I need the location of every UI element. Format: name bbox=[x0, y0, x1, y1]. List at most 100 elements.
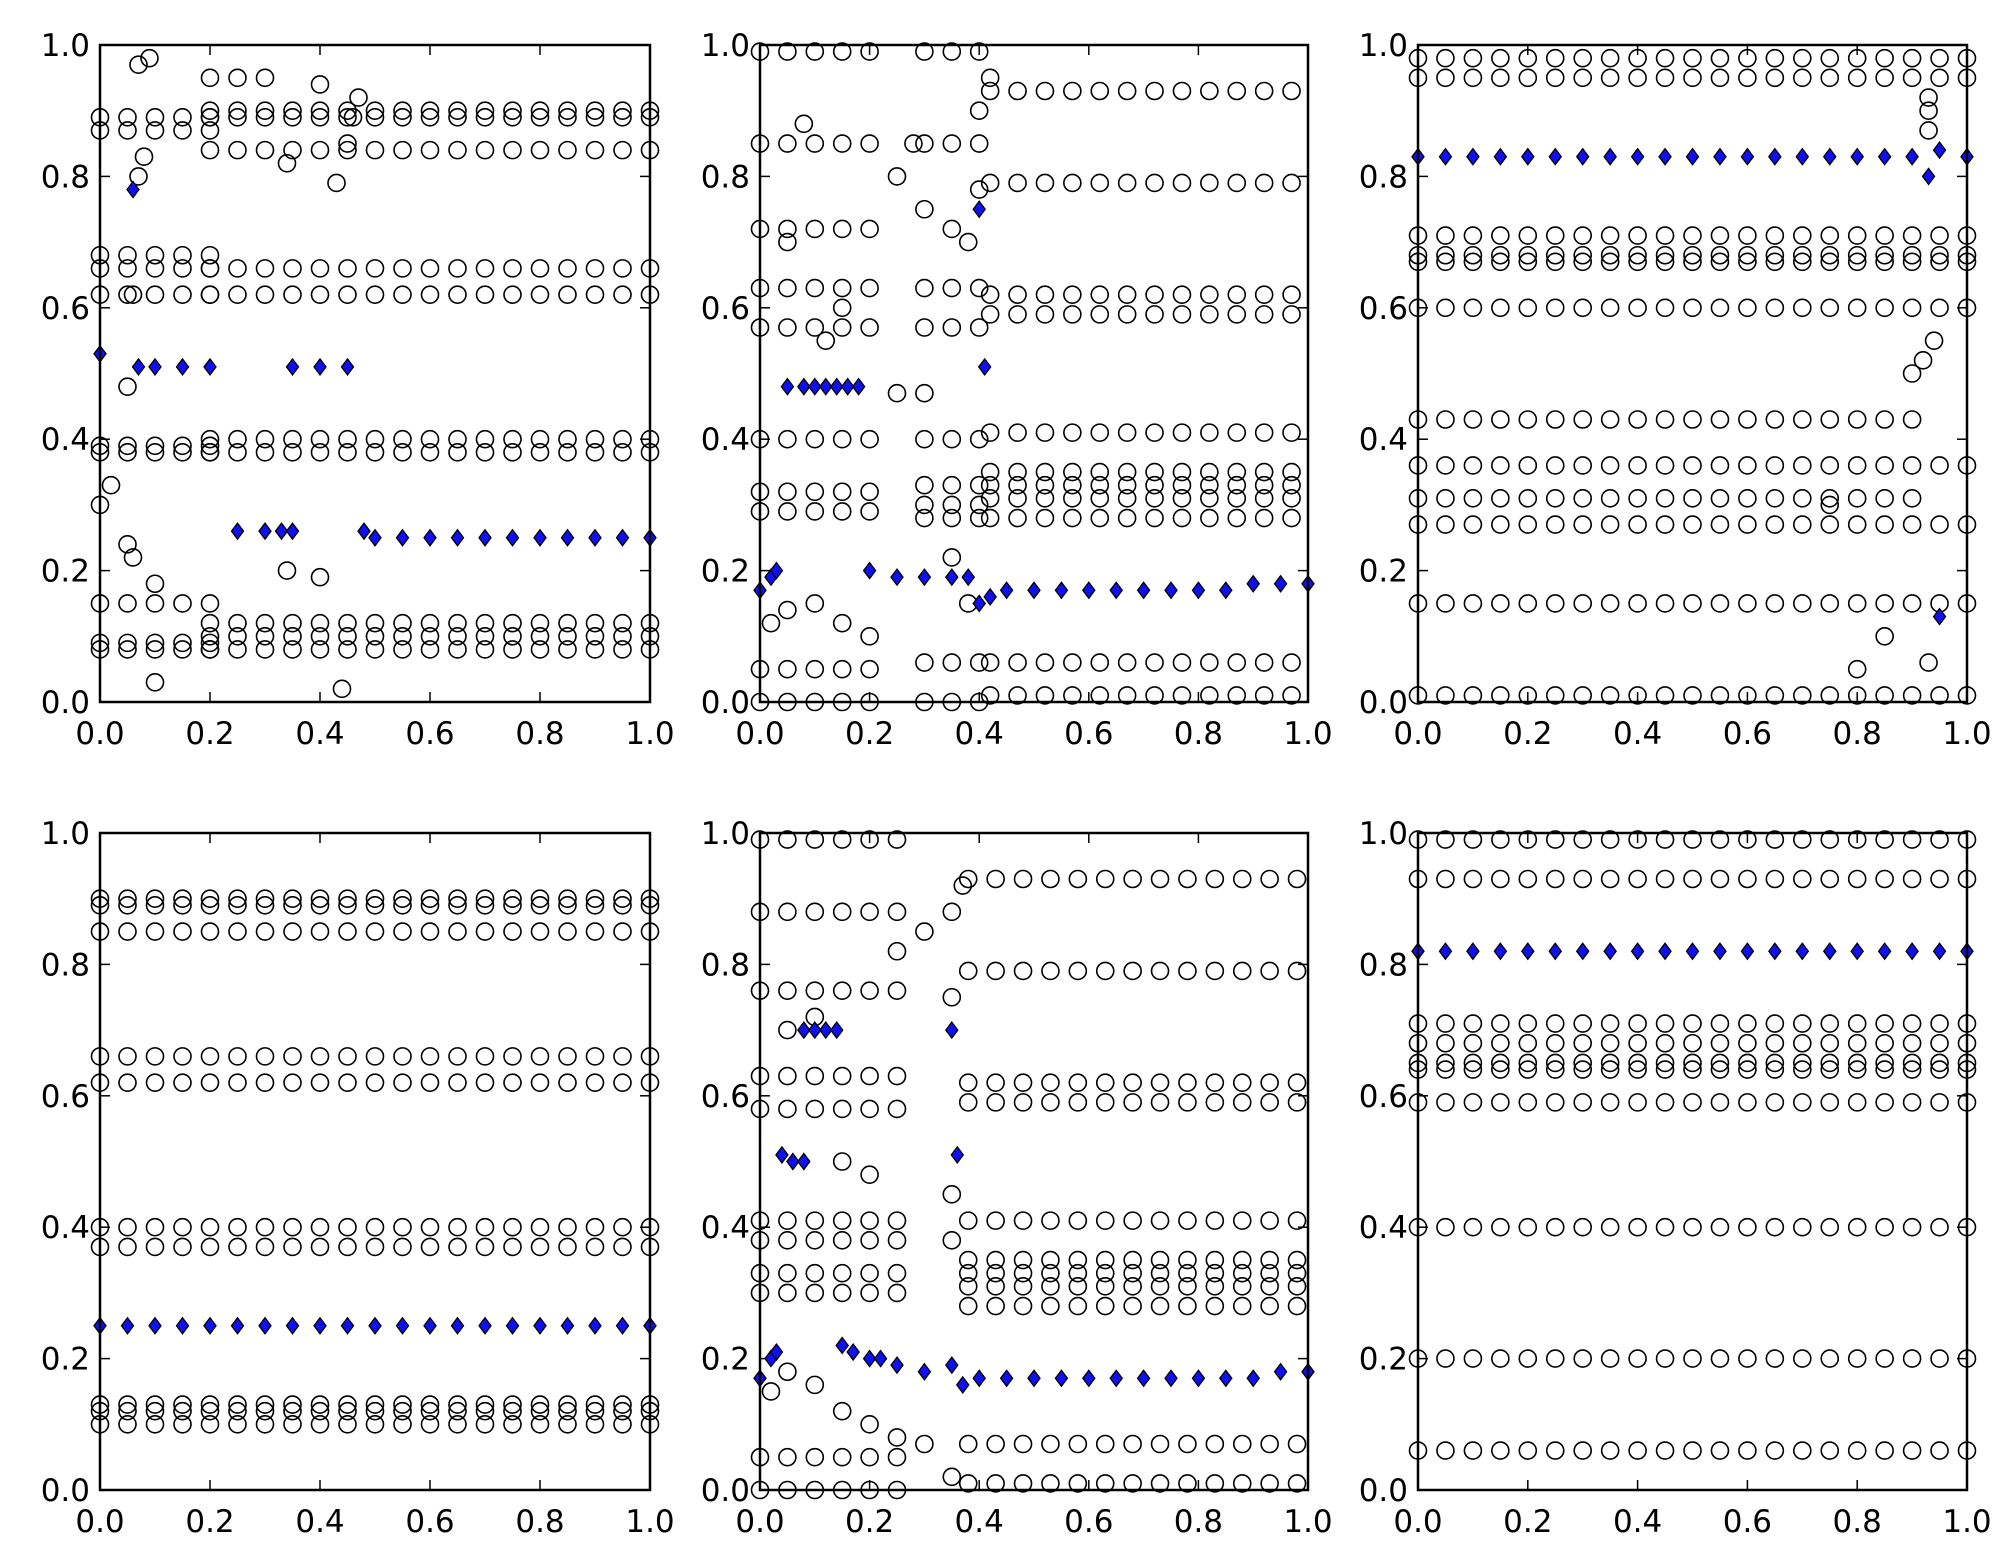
data-point-circle bbox=[393, 1047, 412, 1066]
y-tick-label: 0.4 bbox=[41, 1210, 90, 1246]
data-point-circle bbox=[1919, 653, 1938, 672]
data-point-circle bbox=[1930, 1014, 1949, 1033]
data-point-circle bbox=[1930, 515, 1949, 534]
data-point-circle bbox=[448, 889, 467, 909]
data-point-diamond bbox=[1246, 1369, 1261, 1388]
data-point-circle bbox=[778, 232, 797, 252]
data-point-circle bbox=[1200, 475, 1219, 495]
data-point-circle bbox=[173, 1047, 192, 1066]
data-point-circle bbox=[1902, 1060, 1922, 1079]
data-point-circle bbox=[1090, 686, 1110, 705]
data-point-circle bbox=[365, 429, 385, 449]
data-point-circle bbox=[1847, 245, 1867, 265]
data-point-diamond bbox=[807, 1021, 822, 1040]
data-point-circle bbox=[1463, 1093, 1483, 1112]
data-point-diamond bbox=[357, 522, 371, 541]
data-point-circle bbox=[1008, 173, 1027, 193]
data-point-circle bbox=[1436, 489, 1455, 508]
data-point-circle bbox=[200, 101, 220, 120]
x-tick-label: 1.0 bbox=[625, 1504, 674, 1540]
data-point-circle bbox=[145, 574, 165, 594]
data-point-circle bbox=[283, 140, 302, 160]
data-point-diamond bbox=[999, 581, 1014, 600]
data-point-circle bbox=[585, 922, 605, 941]
data-point-circle bbox=[942, 548, 962, 567]
data-point-circle bbox=[503, 140, 522, 160]
data-point-circle bbox=[448, 1237, 467, 1257]
data-point-circle bbox=[1145, 489, 1164, 508]
data-point-diamond bbox=[1438, 147, 1453, 166]
data-point-diamond bbox=[1466, 942, 1480, 961]
data-point-circle bbox=[503, 895, 522, 915]
series-diamond bbox=[753, 1021, 1315, 1394]
data-point-diamond bbox=[1603, 147, 1617, 166]
y-tick-label: 0.8 bbox=[1359, 947, 1408, 983]
data-point-circle bbox=[1123, 1434, 1142, 1454]
data-point-circle bbox=[1068, 1093, 1088, 1112]
data-point-circle bbox=[1847, 410, 1867, 429]
data-point-circle bbox=[1013, 1093, 1033, 1112]
data-point-circle bbox=[1738, 686, 1757, 705]
data-point-circle bbox=[1068, 961, 1088, 981]
data-point-circle bbox=[1628, 515, 1647, 534]
series-open-circle bbox=[1408, 830, 1977, 1460]
data-point-circle bbox=[1765, 686, 1785, 705]
axes-frame bbox=[98, 43, 652, 704]
data-point-circle bbox=[228, 429, 247, 449]
data-point-diamond bbox=[285, 1316, 300, 1335]
data-point-circle bbox=[969, 180, 989, 199]
data-point-circle bbox=[1200, 305, 1219, 324]
data-point-circle bbox=[942, 1467, 962, 1487]
data-point-circle bbox=[1710, 252, 1730, 272]
data-point-circle bbox=[832, 1231, 852, 1250]
y-tick-label: 0.4 bbox=[1359, 422, 1408, 458]
data-point-diamond bbox=[1658, 147, 1672, 166]
data-point-circle bbox=[1628, 252, 1647, 272]
data-point-circle bbox=[986, 1296, 1005, 1316]
data-point-circle bbox=[173, 889, 192, 909]
data-point-circle bbox=[915, 134, 934, 153]
data-point-circle bbox=[1145, 423, 1164, 442]
data-point-circle bbox=[1710, 594, 1730, 613]
data-point-circle bbox=[1930, 1033, 1949, 1053]
data-point-circle bbox=[1436, 515, 1455, 534]
data-point-circle bbox=[145, 107, 165, 127]
data-point-circle bbox=[1491, 594, 1510, 613]
data-point-circle bbox=[1600, 1349, 1620, 1368]
data-point-circle bbox=[1041, 961, 1060, 981]
data-point-circle bbox=[255, 1395, 275, 1414]
data-point-circle bbox=[1518, 1060, 1538, 1079]
data-point-diamond bbox=[560, 528, 575, 547]
data-point-circle bbox=[558, 1395, 577, 1414]
data-point-diamond bbox=[818, 1021, 833, 1040]
data-point-circle bbox=[558, 1047, 577, 1066]
data-point-diamond bbox=[977, 357, 992, 377]
x-tick-label: 0.8 bbox=[1174, 716, 1223, 752]
data-point-circle bbox=[283, 1237, 302, 1257]
data-point-circle bbox=[1463, 594, 1483, 613]
data-point-circle bbox=[1820, 245, 1840, 265]
data-point-circle bbox=[969, 653, 989, 672]
data-point-circle bbox=[778, 981, 797, 1000]
data-point-circle bbox=[613, 1237, 632, 1257]
data-point-circle bbox=[1287, 1073, 1307, 1092]
data-point-circle bbox=[1847, 1217, 1867, 1237]
data-point-circle bbox=[1875, 515, 1894, 534]
data-point-diamond bbox=[1630, 942, 1645, 961]
data-point-circle bbox=[393, 1401, 412, 1421]
data-point-diamond bbox=[230, 1316, 245, 1335]
data-point-circle bbox=[310, 107, 330, 127]
data-point-circle bbox=[1875, 594, 1894, 613]
data-point-circle bbox=[365, 443, 385, 462]
data-point-circle bbox=[1683, 869, 1702, 889]
x-tick-label: 0.2 bbox=[1503, 1504, 1552, 1540]
x-tick-label: 0.4 bbox=[295, 1504, 344, 1540]
data-point-circle bbox=[1178, 1296, 1197, 1316]
data-point-circle bbox=[1200, 489, 1219, 508]
data-point-circle bbox=[1628, 226, 1647, 245]
data-point-diamond bbox=[1921, 167, 1936, 186]
data-point-circle bbox=[145, 922, 165, 941]
data-point-circle bbox=[958, 869, 978, 889]
data-point-circle bbox=[338, 429, 357, 449]
y-tick-label: 0.8 bbox=[1359, 159, 1408, 195]
